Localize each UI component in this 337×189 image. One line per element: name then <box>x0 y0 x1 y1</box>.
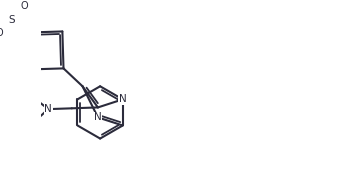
Text: S: S <box>8 15 15 25</box>
Text: N: N <box>119 94 127 104</box>
Text: O: O <box>0 28 3 38</box>
Text: N: N <box>44 104 52 114</box>
Text: N: N <box>94 112 102 122</box>
Text: O: O <box>21 1 28 11</box>
